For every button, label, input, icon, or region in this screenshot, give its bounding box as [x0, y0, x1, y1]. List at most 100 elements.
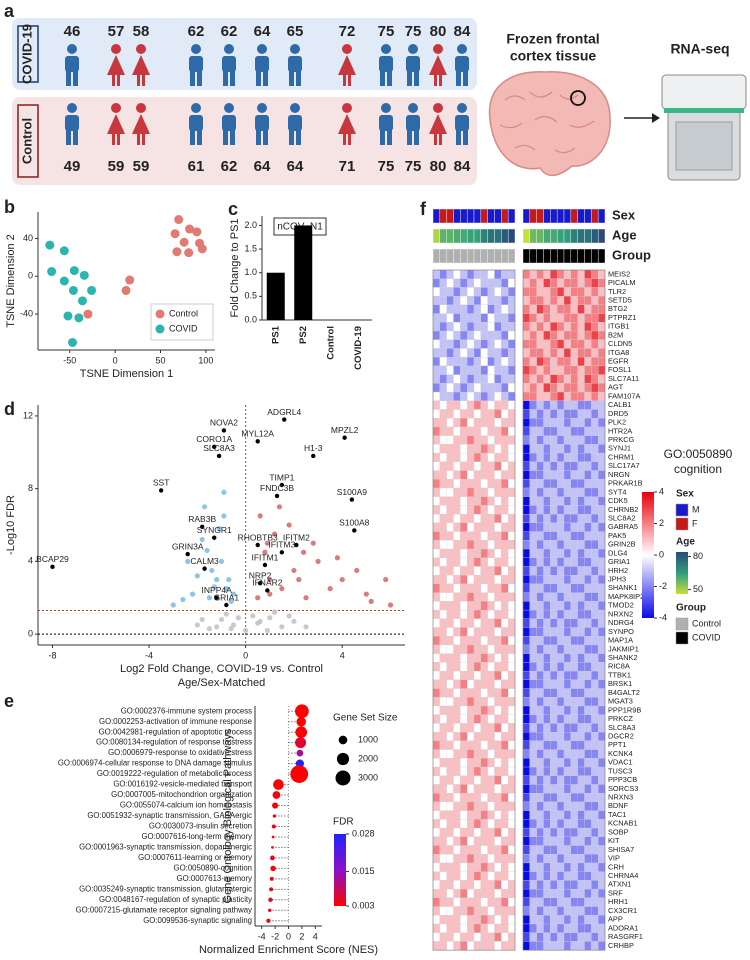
heat-cell	[543, 906, 551, 916]
heat-cell	[598, 688, 606, 698]
point-label: MYL12A	[241, 429, 274, 439]
heat-cell	[591, 409, 599, 419]
annotation-cell	[494, 248, 502, 264]
legend-label: COVID	[169, 323, 198, 333]
heat-cell	[529, 609, 537, 619]
heat-cell	[563, 435, 571, 445]
heat-cell	[543, 444, 551, 454]
heat-cell	[591, 505, 599, 515]
heat-cell	[446, 862, 454, 872]
row-label: MAP1A	[608, 636, 633, 645]
heat-cell	[522, 426, 530, 436]
heat-cell	[446, 705, 454, 715]
heat-cell	[473, 836, 481, 846]
heat-cell	[598, 732, 606, 742]
x-tick-label: -50	[63, 355, 76, 365]
heat-cell	[557, 540, 565, 550]
heat-cell	[480, 697, 488, 707]
heat-cell	[598, 357, 606, 367]
heat-cell	[536, 793, 544, 803]
heat-cell	[522, 374, 530, 384]
heat-cell	[557, 766, 565, 776]
dress	[338, 55, 356, 75]
heat-cell	[473, 592, 481, 602]
point	[255, 595, 261, 601]
heat-cell	[591, 575, 599, 585]
group-label: Control	[19, 118, 34, 164]
heat-cell	[460, 801, 468, 811]
annotation-cell	[543, 228, 551, 244]
point	[228, 598, 234, 604]
heat-cell	[487, 444, 495, 454]
heat-cell	[550, 452, 558, 462]
heat-cell	[432, 409, 440, 419]
heat-cell	[467, 601, 475, 611]
heat-cell	[460, 644, 468, 654]
heat-cell	[529, 627, 537, 637]
row-label: PRKCG	[608, 435, 635, 444]
heat-cell	[508, 932, 516, 942]
heat-cell	[446, 793, 454, 803]
heat-cell	[529, 923, 537, 933]
age-label: 75	[405, 158, 422, 175]
row-label: VDAC1	[608, 758, 633, 767]
heat-cell	[577, 461, 585, 471]
heat-cell	[584, 444, 592, 454]
heat-cell	[508, 705, 516, 715]
torso	[288, 115, 302, 131]
heat-cell	[508, 793, 516, 803]
heat-cell	[473, 705, 481, 715]
heat-cell	[529, 688, 537, 698]
heat-cell	[543, 269, 551, 279]
heat-cell	[453, 801, 461, 811]
heat-cell	[522, 278, 530, 288]
heat-cell	[480, 609, 488, 619]
leg	[414, 71, 419, 86]
heat-cell	[570, 365, 578, 375]
row-label: MGAT3	[608, 697, 633, 706]
heat-cell	[460, 941, 468, 951]
heat-cell	[577, 662, 585, 672]
heat-cell	[446, 374, 454, 384]
heat-cell	[598, 810, 606, 820]
heat-cell	[487, 740, 495, 750]
heat-cell	[563, 897, 571, 907]
leg	[230, 71, 235, 86]
age-label: 75	[405, 23, 422, 40]
heat-cell	[536, 487, 544, 497]
heat-cell	[584, 819, 592, 829]
heat-cell	[446, 810, 454, 820]
heat-cell	[480, 819, 488, 829]
heat-cell	[473, 601, 481, 611]
heat-cell	[439, 566, 447, 576]
heat-cell	[522, 400, 530, 410]
annotation-cell	[453, 228, 461, 244]
heat-cell	[473, 627, 481, 637]
heat-cell	[480, 854, 488, 864]
heat-cell	[563, 601, 571, 611]
heat-cell	[467, 322, 475, 332]
heat-cell	[453, 339, 461, 349]
heat-cell	[439, 339, 447, 349]
legend-swatch	[155, 324, 165, 334]
heat-cell	[591, 278, 599, 288]
heat-cell	[522, 662, 530, 672]
heat-cell	[591, 932, 599, 942]
heat-cell	[453, 688, 461, 698]
head	[342, 44, 352, 54]
heat-cell	[557, 496, 565, 506]
heat-cell	[570, 705, 578, 715]
arrow-head	[652, 113, 660, 123]
row-label: ATXN1	[608, 880, 631, 889]
heat-cell	[473, 514, 481, 524]
heat-cell	[543, 740, 551, 750]
heat-cell	[501, 845, 509, 855]
heat-cell	[550, 575, 558, 585]
row-label: PPT1	[608, 740, 626, 749]
heat-cell	[501, 862, 509, 872]
heat-cell	[598, 662, 606, 672]
heat-cell	[522, 479, 530, 489]
leg	[380, 130, 385, 145]
annotation-cell	[432, 228, 441, 244]
heat-cell	[439, 444, 447, 454]
